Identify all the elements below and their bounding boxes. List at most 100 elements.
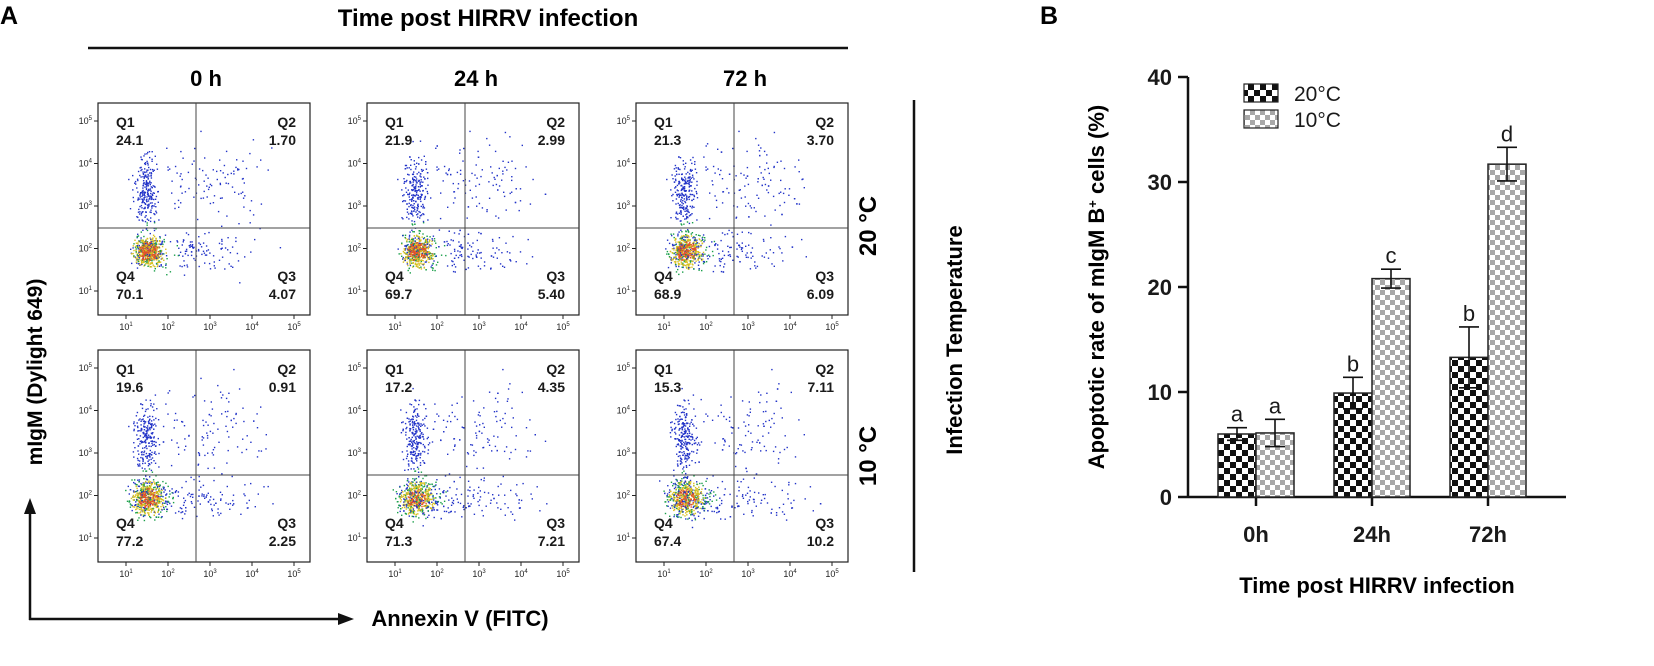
scatter-dot — [421, 170, 423, 172]
scatter-dot — [741, 247, 744, 249]
scatter-dot — [147, 244, 149, 246]
scatter-dot — [145, 508, 147, 510]
scatter-dot — [221, 238, 223, 241]
scatter-dot — [469, 486, 471, 488]
scatter-dot — [679, 182, 681, 184]
scatter-dot — [412, 254, 414, 256]
scatter-dot — [750, 257, 752, 259]
scatter-dot — [136, 267, 139, 269]
scatter-dot — [171, 488, 173, 490]
scatter-dot — [423, 423, 425, 425]
scatter-dot — [453, 263, 455, 266]
scatter-dot — [404, 234, 407, 236]
scatter-dot — [208, 262, 211, 265]
scatter-dot — [155, 228, 157, 230]
scatter-dot — [403, 257, 405, 260]
scatter-dot — [461, 246, 464, 249]
scatter-dot — [150, 482, 152, 485]
scatter-dot — [408, 487, 411, 489]
scatter-dot — [126, 500, 129, 502]
scatter-dot — [691, 260, 694, 263]
scatter-dot — [231, 246, 234, 248]
flow-plot: Q117.2Q24.35Q471.3Q37.211011011021021031… — [348, 349, 580, 579]
scatter-dot — [687, 231, 690, 233]
scatter-dot — [679, 259, 681, 261]
scatter-dot — [417, 246, 419, 248]
scatter-dot — [166, 501, 169, 503]
scatter-dot — [417, 235, 419, 238]
scatter-dot — [203, 494, 205, 496]
scatter-dot — [679, 247, 682, 249]
scatter-dot — [227, 237, 229, 239]
scatter-dot — [140, 491, 143, 494]
scatter-dot — [141, 207, 143, 209]
scatter-dot — [405, 187, 407, 189]
scatter-dot — [150, 484, 153, 486]
scatter-dot — [166, 493, 168, 495]
scatter-dot — [149, 211, 151, 213]
scatter-dot — [405, 253, 407, 255]
scatter-dot — [188, 492, 190, 494]
scatter-dot — [413, 171, 415, 173]
scatter-dot — [411, 262, 413, 264]
scatter-dot — [492, 184, 494, 187]
scatter-dot — [138, 463, 141, 465]
scatter-dot — [697, 251, 700, 253]
scatter-dot — [201, 493, 203, 495]
scatter-dot — [688, 236, 690, 238]
scatter-dot — [694, 168, 697, 170]
scatter-dot — [423, 461, 425, 464]
scatter-dot — [720, 239, 722, 242]
scatter-dot — [402, 218, 404, 220]
scatter-dot — [165, 263, 167, 265]
scatter-dot — [155, 505, 157, 507]
scatter-dot — [149, 399, 152, 402]
scatter-dot — [168, 496, 170, 498]
scatter-dot — [143, 423, 145, 425]
scatter-dot — [229, 502, 232, 505]
scatter-dot — [409, 239, 411, 241]
scatter-dot — [145, 263, 147, 265]
scatter-dot — [411, 259, 413, 262]
scatter-dot — [142, 495, 144, 497]
scatter-dot — [519, 200, 522, 202]
scatter-dot — [151, 451, 153, 454]
scatter-dot — [409, 180, 411, 183]
scatter-dot — [148, 246, 150, 248]
scatter-dot — [142, 200, 144, 202]
scatter-dot — [147, 151, 149, 154]
scatter-dot — [135, 508, 137, 511]
scatter-dot — [460, 245, 462, 247]
scatter-dot — [412, 415, 414, 417]
scatter-dot — [146, 447, 148, 450]
scatter-dot — [401, 255, 403, 257]
scatter-dot — [144, 493, 147, 495]
scatter-dot — [136, 245, 139, 247]
scatter-dot — [683, 264, 685, 266]
scatter-dot — [674, 262, 677, 264]
x-tick-label: 102 — [430, 322, 444, 332]
scatter-dot — [146, 512, 149, 514]
y-tick-label: 104 — [348, 159, 362, 169]
scatter-dot — [507, 161, 510, 163]
scatter-dot — [472, 250, 474, 252]
scatter-dot — [672, 200, 674, 202]
scatter-dot — [150, 257, 153, 259]
scatter-dot — [143, 508, 146, 511]
scatter-dot — [688, 253, 690, 255]
scatter-dot — [509, 252, 511, 254]
scatter-dot — [421, 236, 423, 238]
scatter-dot — [746, 166, 749, 169]
scatter-dot — [156, 240, 158, 242]
scatter-dot — [141, 490, 143, 493]
scatter-dot — [684, 261, 687, 263]
scatter-dot — [415, 184, 417, 186]
scatter-dot — [150, 244, 153, 246]
scatter-dot — [146, 492, 149, 494]
scatter-dot — [680, 258, 682, 260]
scatter-dot — [412, 481, 414, 483]
scatter-dot — [714, 195, 716, 197]
scatter-dot — [148, 442, 150, 444]
scatter-dot — [158, 452, 160, 455]
scatter-dot — [142, 501, 145, 503]
